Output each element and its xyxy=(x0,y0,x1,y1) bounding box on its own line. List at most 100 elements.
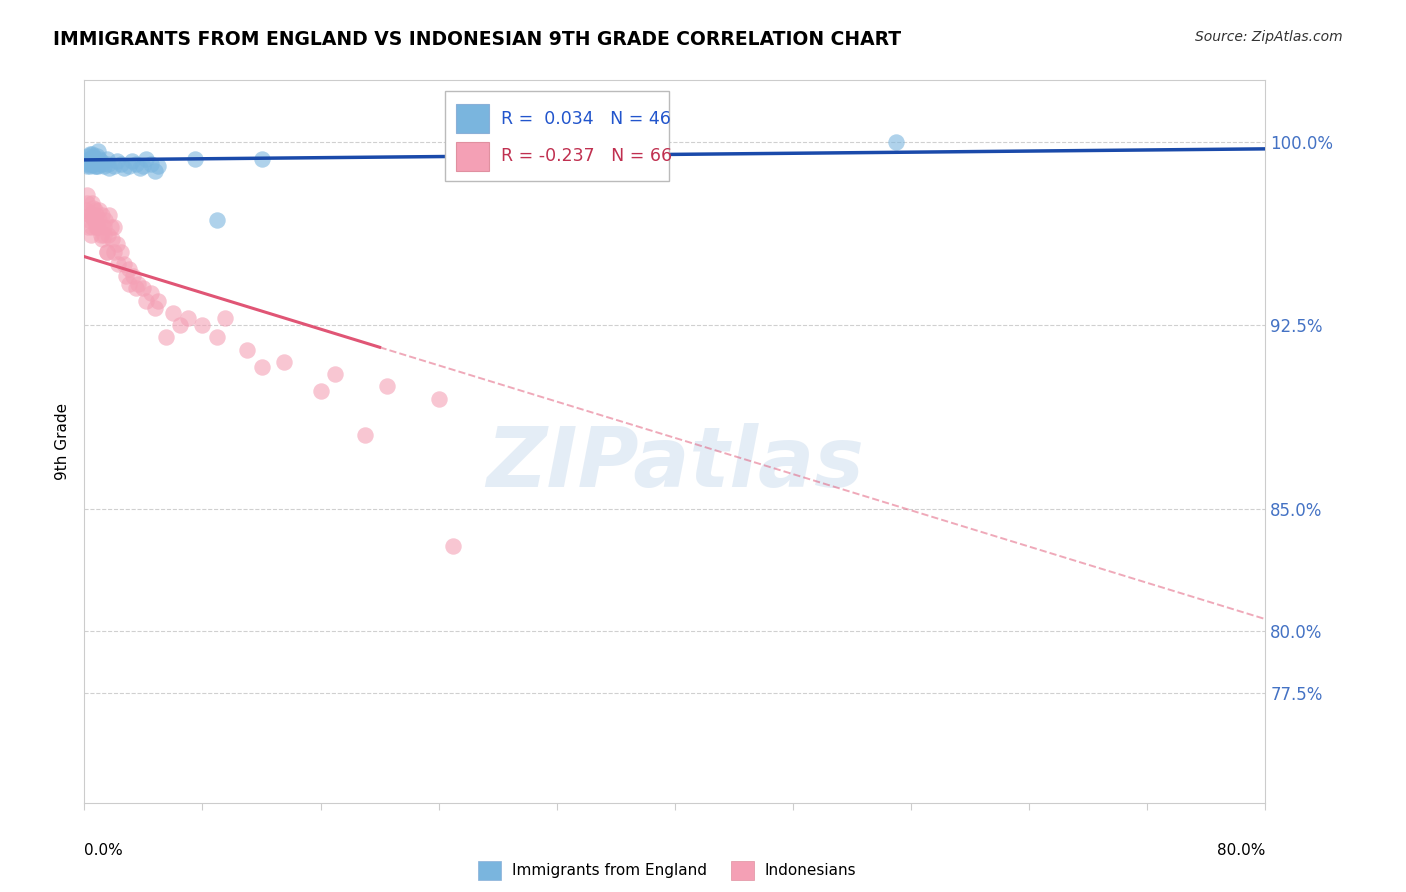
Point xyxy=(98,161,121,176)
Point xyxy=(87,213,111,227)
Point xyxy=(191,318,214,333)
Point xyxy=(83,213,105,227)
Point xyxy=(118,277,141,291)
Point xyxy=(886,135,908,149)
Point xyxy=(94,213,117,227)
Point xyxy=(83,156,105,170)
Point xyxy=(82,201,104,215)
Point xyxy=(375,379,398,393)
Point xyxy=(273,355,295,369)
Point xyxy=(135,152,157,166)
Point xyxy=(84,154,107,169)
Point xyxy=(75,154,97,169)
Point xyxy=(83,159,105,173)
Point xyxy=(83,213,105,227)
Point xyxy=(125,156,148,170)
Point xyxy=(143,301,166,315)
Point xyxy=(122,269,145,284)
Point xyxy=(207,330,229,344)
Point xyxy=(80,208,103,222)
Point xyxy=(143,164,166,178)
Point xyxy=(82,195,104,210)
Point xyxy=(79,208,101,222)
Point xyxy=(96,244,118,259)
Point xyxy=(103,220,125,235)
Text: Immigrants from England: Immigrants from England xyxy=(512,863,707,878)
Point xyxy=(87,159,110,173)
Point xyxy=(139,156,162,170)
Point xyxy=(169,318,191,333)
Point xyxy=(80,220,103,235)
Point xyxy=(96,244,118,259)
Point xyxy=(79,208,101,222)
Text: 80.0%: 80.0% xyxy=(1218,843,1265,857)
Point xyxy=(103,244,125,259)
Point xyxy=(98,208,121,222)
Point xyxy=(101,232,124,246)
Point xyxy=(90,154,112,169)
Point xyxy=(139,286,162,301)
Point xyxy=(325,367,347,381)
Point xyxy=(93,220,115,235)
Point xyxy=(112,161,135,176)
Text: Source: ZipAtlas.com: Source: ZipAtlas.com xyxy=(1195,30,1343,45)
Point xyxy=(110,156,132,170)
Point xyxy=(250,152,273,166)
Point xyxy=(93,159,115,173)
Point xyxy=(97,227,120,242)
FancyBboxPatch shape xyxy=(444,91,669,181)
Point xyxy=(125,281,148,295)
Point xyxy=(121,154,143,169)
Point xyxy=(90,227,112,242)
Point xyxy=(84,154,107,169)
Point xyxy=(148,159,170,173)
Point xyxy=(82,146,104,161)
Point xyxy=(135,293,157,308)
Point xyxy=(76,159,98,173)
Point xyxy=(91,156,114,170)
Point xyxy=(96,152,118,166)
Text: IMMIGRANTS FROM ENGLAND VS INDONESIAN 9TH GRADE CORRELATION CHART: IMMIGRANTS FROM ENGLAND VS INDONESIAN 9T… xyxy=(53,30,901,49)
Point xyxy=(79,156,101,170)
Point xyxy=(77,220,100,235)
Point xyxy=(132,281,155,295)
Point xyxy=(97,156,120,170)
Point xyxy=(76,195,98,210)
Point xyxy=(80,156,103,170)
Point xyxy=(84,208,107,222)
Point xyxy=(87,152,111,166)
Point xyxy=(114,269,136,284)
Point xyxy=(516,154,538,169)
Point xyxy=(75,203,97,218)
Point xyxy=(107,257,129,271)
Point xyxy=(127,277,149,291)
Point xyxy=(84,159,107,173)
Point xyxy=(77,152,100,166)
Point xyxy=(93,227,115,242)
Point xyxy=(86,149,108,163)
Point xyxy=(76,156,98,170)
Text: ZIPatlas: ZIPatlas xyxy=(486,423,863,504)
Point xyxy=(155,330,177,344)
Point xyxy=(427,392,450,406)
Text: R = -0.237   N = 66: R = -0.237 N = 66 xyxy=(502,147,672,165)
Text: 0.0%: 0.0% xyxy=(84,843,124,857)
Point xyxy=(129,161,152,176)
Text: R =  0.034   N = 46: R = 0.034 N = 46 xyxy=(502,110,671,128)
Point xyxy=(91,232,114,246)
Point xyxy=(214,310,236,325)
Point xyxy=(82,149,104,163)
Point xyxy=(77,149,100,163)
Point xyxy=(236,343,259,357)
Point xyxy=(79,146,101,161)
Point xyxy=(184,152,207,166)
Point xyxy=(110,244,132,259)
FancyBboxPatch shape xyxy=(457,104,489,133)
Point xyxy=(76,188,98,202)
Point xyxy=(84,220,107,235)
Text: Indonesians: Indonesians xyxy=(765,863,856,878)
Point xyxy=(250,359,273,374)
Point xyxy=(80,227,103,242)
Point xyxy=(79,159,101,173)
Point xyxy=(118,159,141,173)
